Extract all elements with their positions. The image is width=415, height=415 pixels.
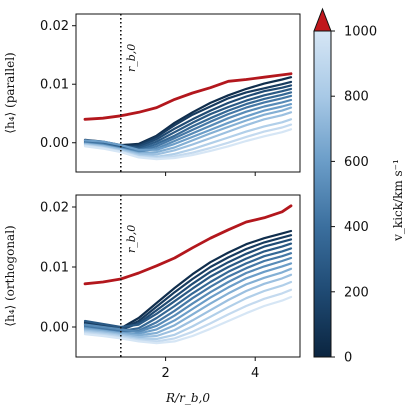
colorbar-tick-label: 200 (344, 285, 369, 300)
vline-label: r_b,0 (125, 225, 138, 253)
series-line (83, 267, 293, 337)
colorbar-label: v_kick/km s⁻¹ (391, 159, 405, 242)
y-axis-label: ⟨h₄⟩ (parallel) (3, 52, 17, 133)
ytick-label: 0.02 (40, 201, 69, 216)
ytick-label: 0.00 (40, 136, 69, 151)
colorbar-tick-label: 400 (344, 220, 369, 235)
colorbar-tick-label: 800 (344, 90, 369, 105)
series-group (83, 72, 293, 161)
xtick-label: 2 (161, 366, 169, 381)
top-panel: r_b,0 0.00 0.01 0.02 ⟨h₄⟩ (parallel) (3, 13, 301, 176)
colorbar-tick-label: 600 (344, 155, 369, 170)
colorbar-tick-label: 0 (344, 351, 352, 366)
colorbar: 0 200 400 600 800 1000 v_kick/km s⁻¹ (313, 7, 405, 366)
axes-frame (75, 194, 301, 358)
xtick-label: 4 (251, 366, 259, 381)
series-line (83, 128, 293, 161)
series-line (83, 103, 293, 151)
series-line (83, 273, 293, 339)
x-axis-label: R/r_b,0 (165, 391, 210, 405)
bottom-panel: r_b,0 0.00 0.01 0.02 2 4 ⟨h₄⟩ (orthogonal) R/r_… (3, 194, 301, 405)
series-line (83, 247, 293, 333)
ytick-label: 0.01 (40, 78, 69, 93)
axes-frame (75, 13, 301, 173)
y-axis-label: ⟨h₄⟩ (orthogonal) (3, 225, 17, 326)
series-line (83, 295, 293, 345)
colorbar-extend-triangle (313, 7, 332, 32)
colorbar-tick-label: 1000 (344, 25, 377, 40)
series-line (83, 256, 293, 333)
ytick-label: 0.01 (40, 261, 69, 276)
vline-label: r_b,0 (125, 44, 138, 72)
series-line (83, 288, 293, 343)
highlight-series-line (83, 72, 293, 121)
series-group (83, 204, 293, 345)
ytick-label: 0.02 (40, 19, 69, 34)
colorbar-gradient (313, 30, 332, 358)
ytick-label: 0.00 (40, 321, 69, 336)
